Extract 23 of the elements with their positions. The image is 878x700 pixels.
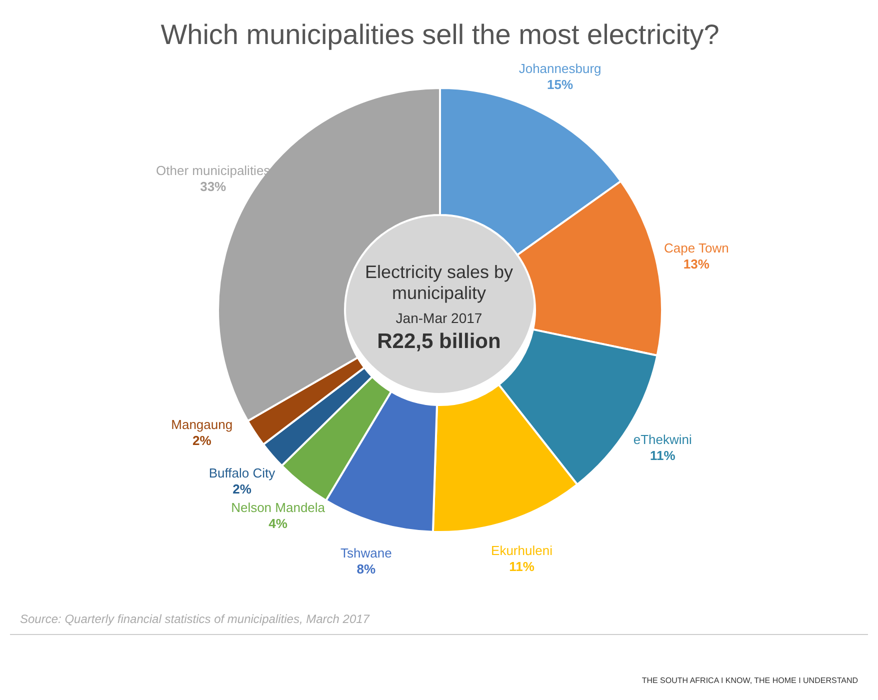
text: R22,5 billion (376, 330, 502, 354)
slice-label: Buffalo City (208, 466, 276, 481)
text: Electricity sales by municipality (364, 262, 514, 304)
slice-label: Ekurhuleni (491, 542, 553, 558)
slice-label: Cape Town (664, 240, 729, 256)
data-label: 8% (356, 561, 376, 576)
data-label: 33% (200, 179, 227, 194)
slice-label: Tshwane (340, 545, 392, 560)
data-label: 2% (192, 433, 212, 448)
data-label: 2% (232, 482, 252, 497)
text: THE SOUTH AFRICA I KNOW, THE HOME I UNDERSTAND (642, 676, 858, 685)
slice-label: Mangaung (171, 417, 233, 432)
data-label: 13% (683, 256, 710, 272)
data-label: 15% (547, 77, 574, 92)
slice-label: eThekwini (633, 432, 692, 448)
data-label: 4% (268, 516, 288, 531)
slice-label: Nelson Mandela (231, 500, 326, 515)
data-label: 11% (509, 558, 535, 574)
chart-title: Which municipalities sell the most electricity? (160, 19, 720, 50)
text: Jan-Mar 2017 (394, 310, 484, 326)
data-label: 11% (650, 448, 676, 464)
source-note: Source: Quarterly financial statistics of municipalities, March 2017 (20, 612, 370, 626)
slice-label: Johannesburg (518, 61, 602, 76)
